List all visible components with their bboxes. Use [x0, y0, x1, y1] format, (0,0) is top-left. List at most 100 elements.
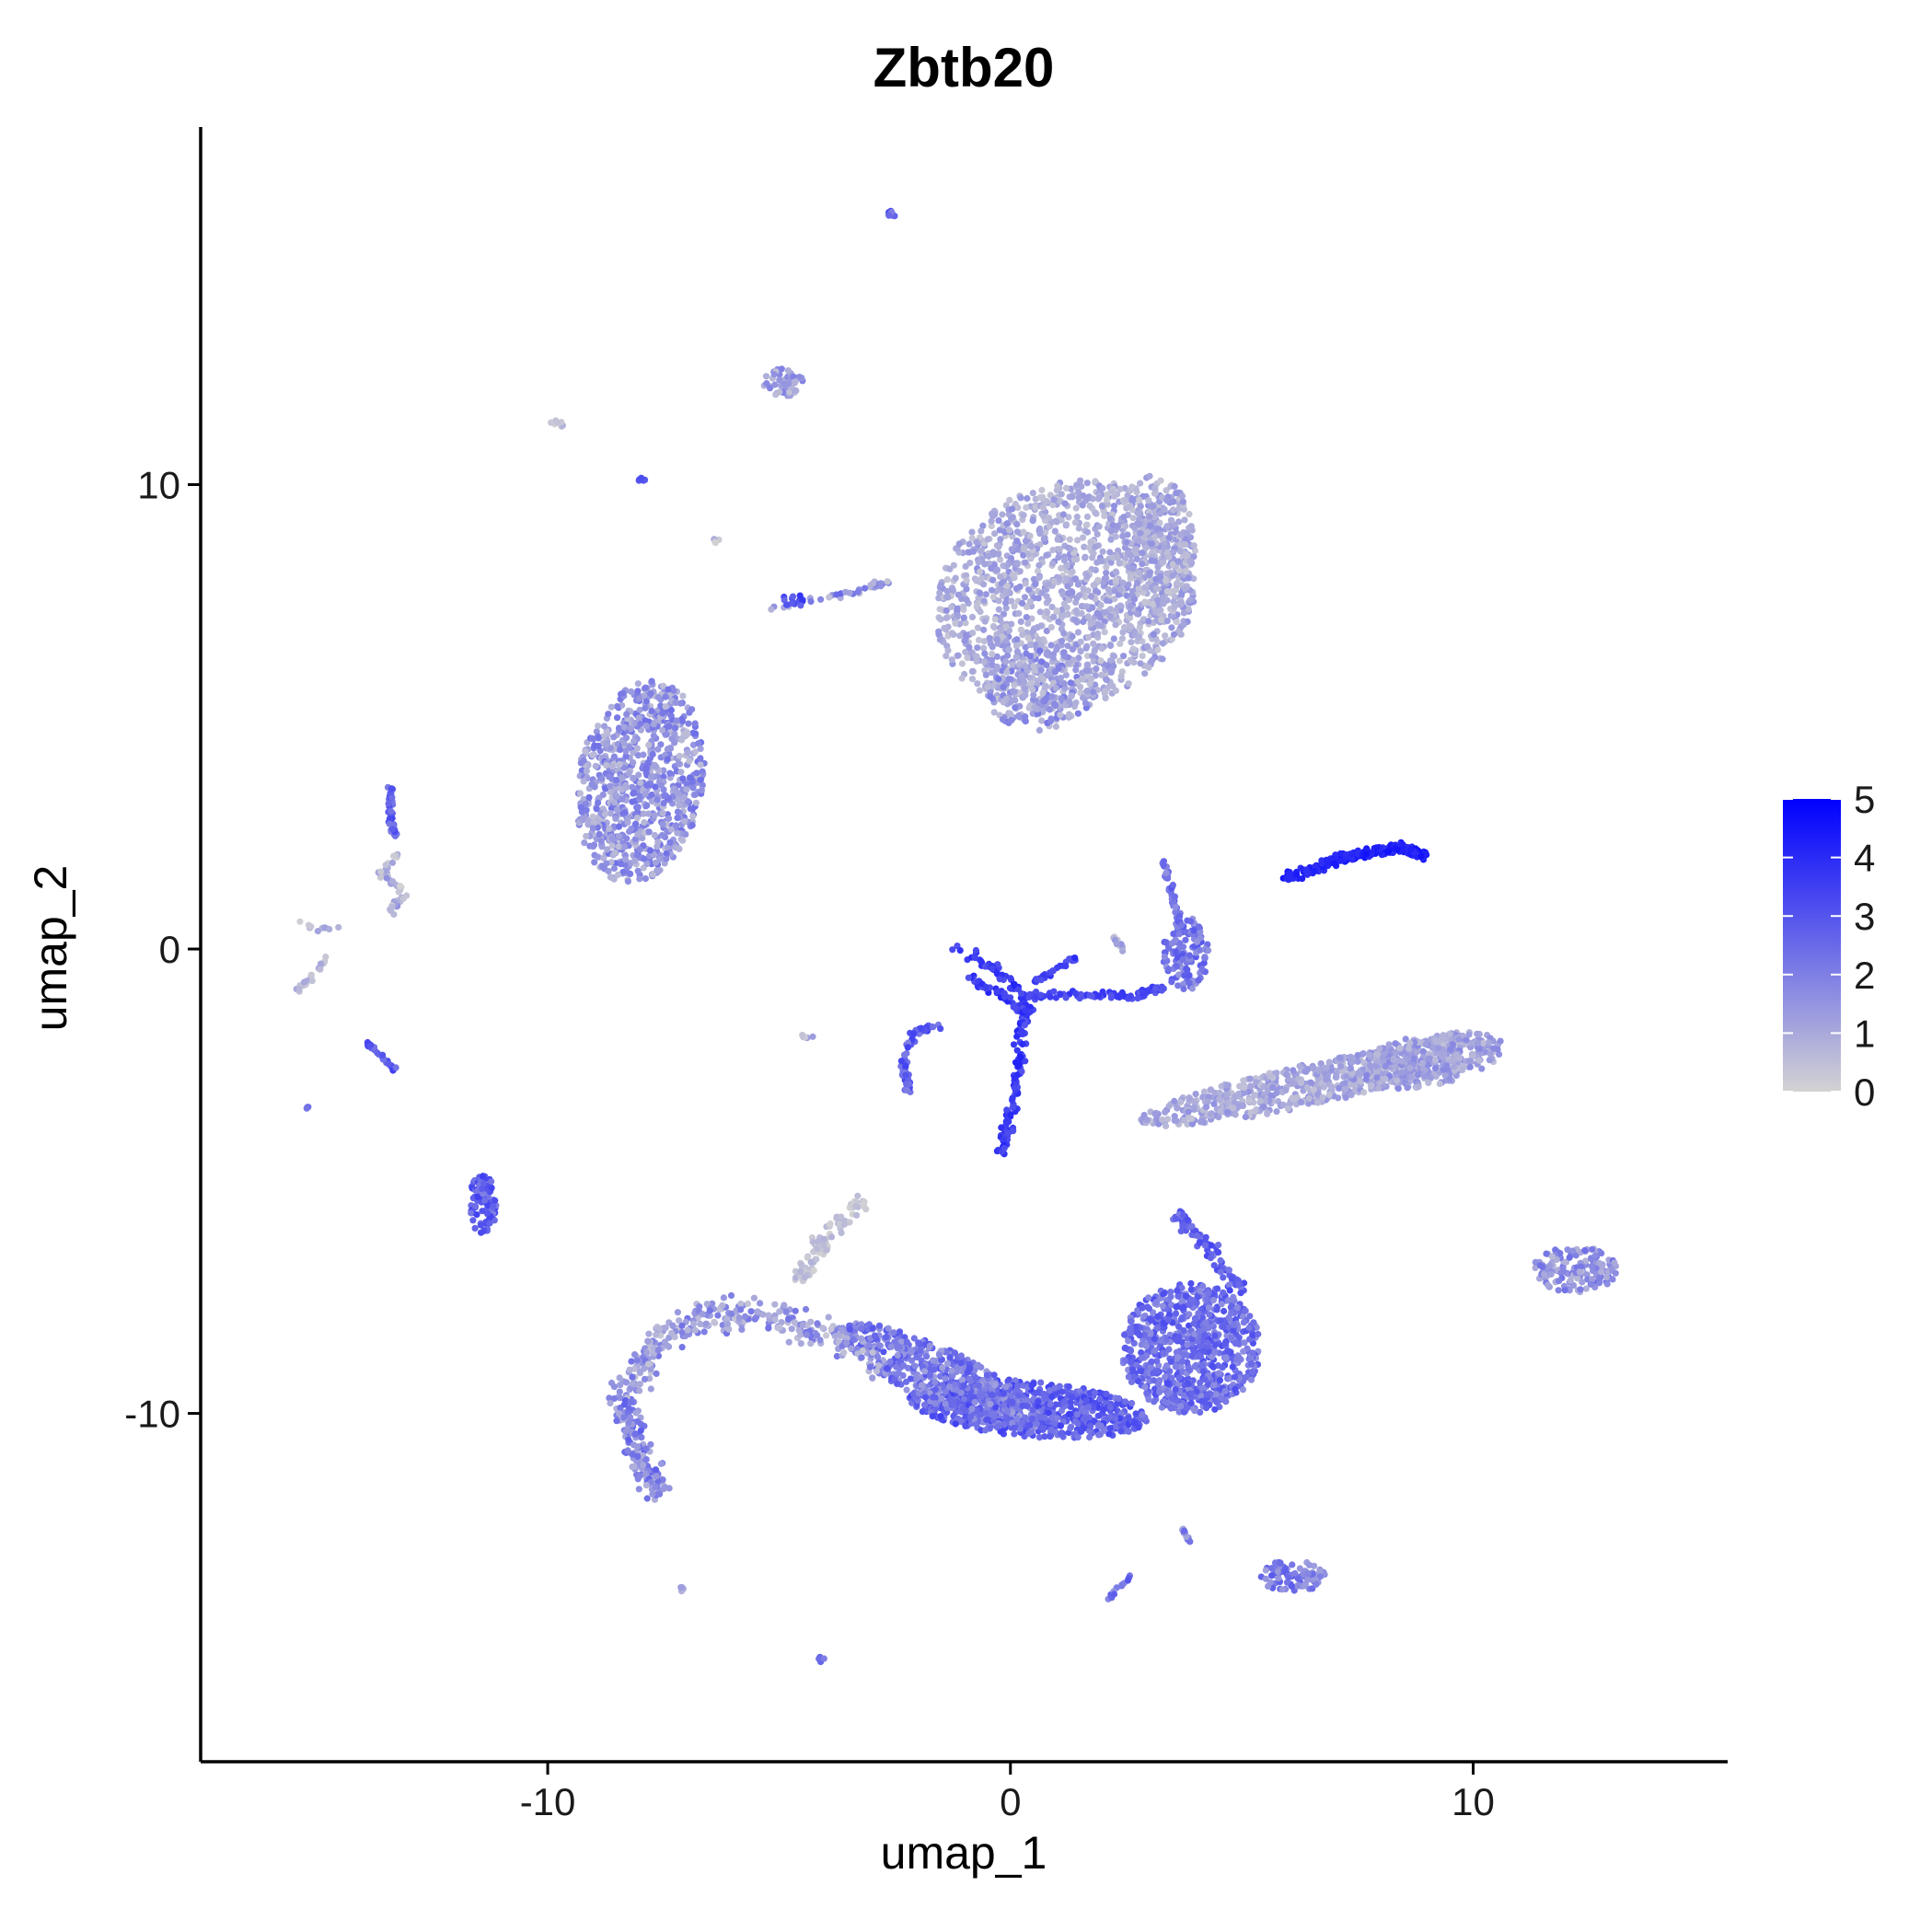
cell-point — [659, 821, 666, 828]
cell-point — [1284, 1105, 1292, 1113]
cell-point — [1000, 683, 1007, 691]
cell-point — [1145, 1305, 1152, 1313]
cell-point — [1101, 629, 1108, 636]
cell-point — [1163, 618, 1171, 625]
cell-point — [1152, 1298, 1161, 1306]
cell-point — [963, 577, 970, 584]
cell-point — [1159, 1116, 1166, 1124]
cell-point — [1022, 685, 1029, 693]
cell-point — [1129, 515, 1137, 522]
cell-point — [641, 855, 648, 862]
cell-point — [1002, 599, 1010, 607]
cell-point — [1050, 577, 1058, 584]
cell-point — [1188, 1352, 1196, 1359]
cell-point — [993, 542, 1001, 550]
cell-point — [1121, 497, 1129, 504]
cell-point — [1375, 1084, 1382, 1092]
cell-point — [1090, 582, 1097, 589]
cell-point — [1419, 1059, 1427, 1067]
cell-point — [1127, 503, 1134, 510]
cell-point — [1004, 561, 1012, 569]
cell-point — [1034, 567, 1042, 575]
cell-point — [671, 730, 678, 738]
cell-point — [1032, 581, 1039, 588]
cell-point — [1207, 1086, 1215, 1093]
cell-point — [979, 522, 987, 529]
cell-point — [1317, 1059, 1325, 1068]
cell-point — [1242, 1113, 1249, 1121]
cell-point — [976, 589, 983, 596]
cell-point — [679, 775, 687, 782]
cell-point — [984, 536, 991, 543]
cell-point — [1027, 542, 1035, 550]
cell-point — [1013, 654, 1021, 662]
cell-point — [987, 640, 994, 648]
cell-point — [1190, 1406, 1197, 1413]
cell-point — [1310, 1086, 1317, 1093]
cell-point — [691, 720, 699, 727]
cell-point — [657, 781, 665, 789]
cell-point — [1083, 688, 1091, 695]
cell-point — [1013, 561, 1021, 568]
cell-point — [1003, 668, 1011, 676]
cell-point — [1135, 510, 1142, 517]
cell-point — [627, 725, 635, 733]
cell-point — [1191, 1104, 1198, 1111]
cell-point — [1229, 1363, 1236, 1371]
cell-point — [1087, 620, 1094, 628]
cell-point — [1139, 561, 1146, 568]
cell-point — [1143, 1390, 1151, 1397]
cell-point — [1018, 599, 1026, 607]
cell-point — [1023, 503, 1030, 512]
cell-point — [1466, 1063, 1474, 1070]
cell-point — [1186, 1311, 1193, 1318]
cell-point — [1094, 576, 1102, 584]
cell-point — [1028, 615, 1035, 622]
cell-point — [995, 517, 1002, 525]
cell-point — [1221, 1387, 1229, 1394]
cell-point — [1090, 640, 1097, 647]
cell-point — [1267, 1072, 1274, 1080]
cell-point — [1006, 496, 1013, 504]
cell-point — [674, 815, 681, 822]
cell-point — [1099, 484, 1106, 492]
cell-point — [648, 707, 655, 715]
cell-point — [1173, 490, 1180, 497]
cell-point — [1075, 525, 1082, 532]
cell-point — [1093, 559, 1101, 566]
cell-point — [1164, 1316, 1172, 1324]
cell-point — [654, 694, 662, 701]
cell-point — [632, 820, 640, 827]
cell-point — [1348, 1059, 1356, 1066]
cell-point — [1273, 1070, 1280, 1077]
cell-point — [676, 845, 683, 852]
cell-point — [1089, 653, 1096, 660]
cell-point — [936, 606, 943, 613]
cell-point — [637, 779, 644, 787]
cell-point — [1217, 1107, 1224, 1115]
cell-point — [1307, 1079, 1314, 1086]
cell-point — [654, 867, 661, 874]
cell-point — [683, 786, 690, 793]
cell-point — [964, 654, 971, 662]
cell-point — [1186, 558, 1194, 565]
cell-point — [1163, 570, 1171, 577]
cell-point — [648, 791, 655, 799]
cell-point — [1151, 558, 1159, 565]
cell-point — [1116, 485, 1124, 493]
cell-point — [1112, 576, 1120, 584]
cell-point — [1184, 1405, 1191, 1412]
cell-point — [1101, 512, 1108, 520]
cell-point — [1223, 1348, 1232, 1355]
cell-point — [1017, 618, 1024, 626]
cell-point — [1145, 572, 1152, 579]
cell-point — [1061, 500, 1069, 507]
cell-point — [973, 657, 980, 665]
cell-point — [1009, 688, 1016, 695]
cell-point — [1213, 1306, 1221, 1313]
cell-point — [1168, 1374, 1175, 1382]
cell-point — [952, 574, 959, 582]
cell-point — [1072, 666, 1080, 674]
cell-point — [982, 591, 989, 598]
cell-point — [654, 746, 662, 753]
